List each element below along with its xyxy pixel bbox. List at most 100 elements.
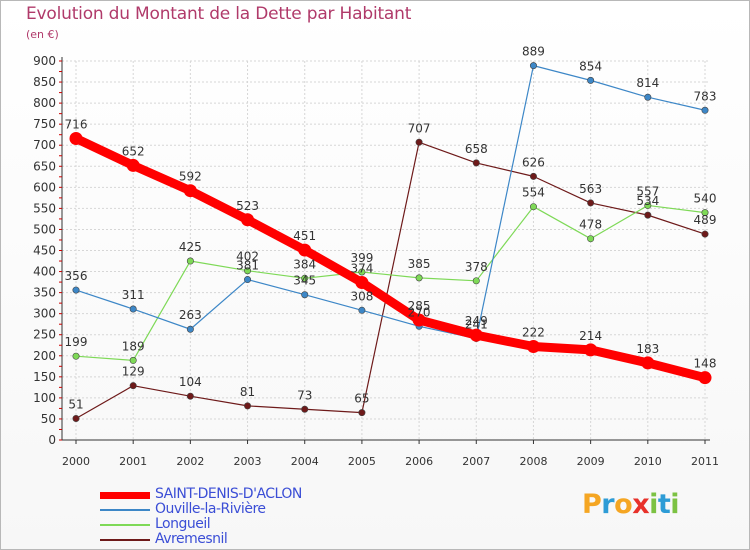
data-point	[244, 267, 252, 275]
data-label: 554	[522, 186, 545, 200]
data-label: 345	[293, 274, 316, 288]
data-label: 557	[636, 184, 659, 198]
y-tick-label: 150	[33, 370, 56, 384]
data-label: 716	[65, 117, 88, 131]
data-point	[244, 276, 252, 284]
data-point	[72, 352, 80, 360]
data-label: 707	[408, 121, 431, 135]
y-tick-label: 100	[33, 391, 56, 405]
data-label: 658	[465, 142, 488, 156]
data-label: 402	[236, 250, 259, 264]
data-label: 523	[236, 199, 259, 213]
data-point	[526, 340, 540, 354]
data-label: 489	[694, 213, 717, 227]
y-tick-label: 500	[33, 222, 56, 236]
logo-letter: P	[582, 489, 602, 520]
data-point	[587, 235, 595, 243]
data-point	[587, 199, 595, 207]
y-tick-label: 250	[33, 328, 56, 342]
data-label: 129	[122, 365, 145, 379]
chart-subtitle: (en €)	[26, 28, 59, 41]
y-tick-label: 850	[33, 75, 56, 89]
data-point	[472, 159, 480, 167]
data-label: 854	[579, 59, 602, 73]
x-tick-label: 2008	[519, 455, 547, 468]
data-label: 73	[297, 388, 312, 402]
data-point	[644, 211, 652, 219]
data-label: 270	[408, 305, 431, 319]
data-label: 285	[408, 299, 431, 313]
legend-swatch	[100, 509, 150, 511]
data-label: 478	[579, 218, 602, 232]
data-point	[415, 138, 423, 146]
data-label: 540	[694, 192, 717, 206]
data-label: 563	[579, 182, 602, 196]
data-point	[469, 328, 483, 342]
data-point	[129, 305, 137, 313]
x-tick-label: 2009	[577, 455, 605, 468]
legend-swatch	[100, 492, 150, 499]
series-line-2	[75, 65, 706, 340]
data-label: 378	[465, 260, 488, 274]
data-point	[412, 313, 426, 327]
x-tick-label: 2001	[119, 455, 147, 468]
logo-letter: t	[657, 489, 671, 520]
data-point	[301, 405, 309, 413]
data-label: 263	[179, 308, 202, 322]
data-label: 374	[350, 262, 373, 276]
logo-letter: i	[670, 489, 680, 520]
legend-label: Avremesnil	[155, 531, 228, 547]
x-tick-label: 2004	[291, 455, 319, 468]
data-label: 241	[465, 318, 488, 332]
data-label: 783	[694, 89, 717, 103]
series-line-4	[75, 141, 706, 420]
data-label: 425	[179, 240, 202, 254]
data-label: 356	[65, 269, 88, 283]
y-tick-label: 400	[33, 265, 56, 279]
data-label: 183	[636, 342, 659, 356]
data-point	[129, 356, 137, 364]
y-tick-label: 750	[33, 117, 56, 131]
data-label: 249	[465, 314, 488, 328]
data-point	[472, 277, 480, 285]
data-point	[186, 325, 194, 333]
data-point	[298, 243, 312, 257]
logo-letter: r	[601, 489, 615, 520]
logo-letter: x	[632, 489, 650, 520]
y-tick-label: 350	[33, 286, 56, 300]
data-point	[529, 172, 537, 180]
data-label: 189	[122, 339, 145, 353]
data-point	[301, 291, 309, 299]
data-point	[701, 209, 709, 217]
data-label: 592	[179, 170, 202, 184]
y-tick-label: 300	[33, 307, 56, 321]
data-label: 104	[179, 375, 202, 389]
data-point	[644, 201, 652, 209]
y-tick-label: 800	[33, 96, 56, 110]
x-tick-label: 2003	[234, 455, 262, 468]
data-point	[183, 184, 197, 198]
data-label: 381	[236, 259, 259, 273]
data-point	[358, 306, 366, 314]
data-point	[241, 213, 255, 227]
data-label: 308	[350, 289, 373, 303]
x-tick-label: 2007	[462, 455, 490, 468]
y-tick-label: 900	[33, 54, 56, 68]
data-label: 214	[579, 329, 602, 343]
data-point	[644, 93, 652, 101]
y-tick-label: 700	[33, 138, 56, 152]
data-label: 222	[522, 326, 545, 340]
legend-label: SAINT-DENIS-D'ACLON	[155, 486, 302, 502]
data-point	[72, 415, 80, 423]
data-point	[186, 392, 194, 400]
y-tick-label: 50	[41, 412, 56, 426]
data-point	[698, 371, 712, 385]
x-tick-label: 2011	[691, 455, 719, 468]
data-point	[72, 286, 80, 294]
y-tick-label: 550	[33, 201, 56, 215]
data-point	[186, 257, 194, 265]
data-label: 399	[350, 251, 373, 265]
proxiti-logo: Proxiti	[582, 489, 680, 520]
